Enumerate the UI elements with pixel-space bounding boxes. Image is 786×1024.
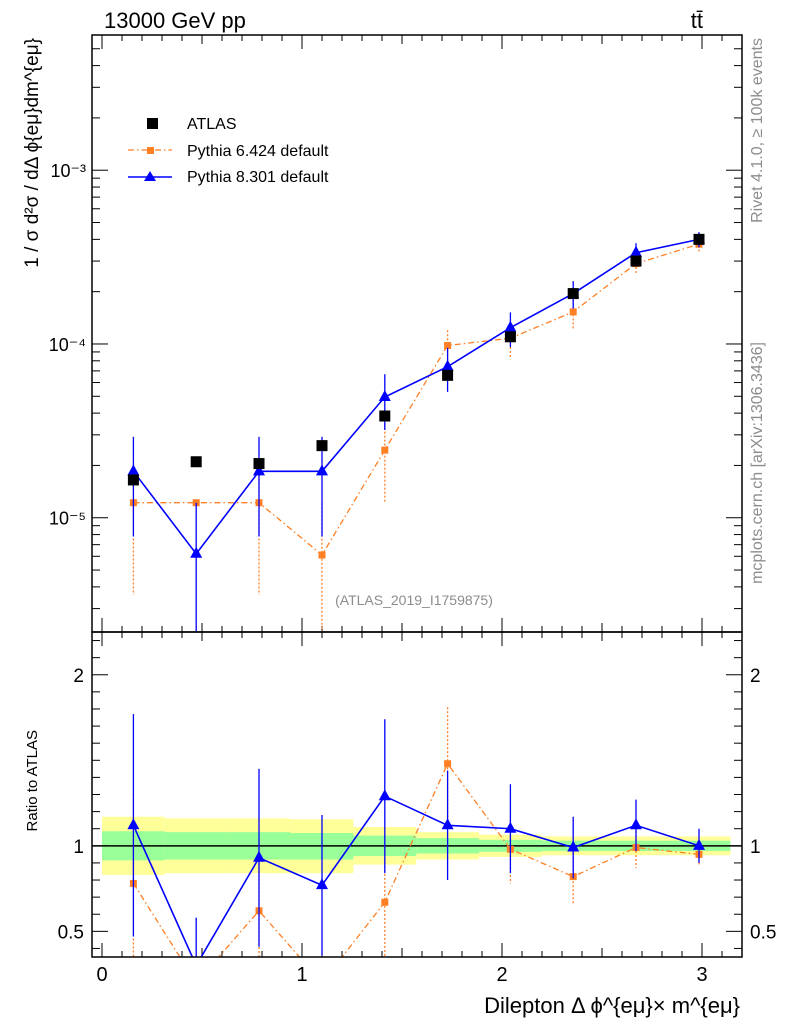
- legend-pythia6-label: Pythia 6.424 default: [187, 143, 329, 160]
- ratio-frame: [91, 631, 743, 958]
- data-point: [569, 308, 577, 316]
- data-point: [253, 464, 265, 476]
- main-y-tick-label: 10⁻⁵: [49, 509, 86, 529]
- ratio-data: [127, 707, 705, 986]
- ratio-xlabel: Dilepton Δ ϕ^{eμ}× m^{eμ}: [484, 993, 740, 1018]
- data-point: [567, 288, 579, 300]
- legend-atlas-marker: [147, 118, 158, 129]
- x-tick-label: 2: [496, 964, 507, 986]
- x-tick-label: 0: [96, 964, 107, 986]
- data-point: [630, 245, 642, 257]
- ratio-series-line-0: [132, 762, 700, 957]
- legend-pythia8-marker: [144, 171, 156, 181]
- ratio-data-point: [630, 818, 642, 830]
- data-point: [127, 464, 140, 476]
- data-point: [316, 440, 328, 452]
- ratio-y-tick-label-right: 1: [750, 837, 761, 858]
- ratio-y-tick-label: 0.5: [58, 922, 84, 943]
- series-line-1: [133, 243, 700, 556]
- data-point: [441, 359, 454, 371]
- data-point: [316, 464, 328, 476]
- main-y-tick-label: 10⁻³: [50, 161, 86, 181]
- data-point: [190, 456, 202, 468]
- ratio-data-point: [504, 821, 517, 833]
- data-point: [442, 369, 454, 381]
- ratio-data-point: [378, 789, 391, 801]
- data-point: [504, 320, 517, 332]
- ratio-data-point: [319, 979, 326, 986]
- ratio-y-tick-label-right: 0.5: [750, 922, 776, 943]
- x-tick-label: 3: [696, 964, 707, 986]
- ratio-data-point: [381, 898, 389, 906]
- x-tick-label: 1: [296, 964, 307, 986]
- analysis-annotation: (ATLAS_2019_I1759875): [335, 592, 493, 608]
- data-point: [444, 342, 452, 350]
- main-data: [127, 232, 705, 632]
- mcplots-label: mcplots.cern.ch [arXiv:1306.3436]: [749, 342, 766, 584]
- data-point: [379, 410, 391, 422]
- ratio-series-line-1: [132, 795, 700, 957]
- legend-pythia8-label: Pythia 8.301 default: [187, 169, 329, 186]
- ratio-data-point: [190, 959, 202, 970]
- ratio-ylabel: Ratio to ATLAS: [24, 730, 41, 831]
- data-point: [378, 390, 391, 402]
- data-point: [127, 474, 139, 486]
- legend-atlas-label: ATLAS: [187, 116, 237, 133]
- legend-pythia6-marker: [147, 147, 154, 154]
- data-point: [693, 233, 705, 245]
- ratio-data-point: [253, 850, 265, 862]
- ratio-data-point: [567, 840, 580, 852]
- legend: ATLAS Pythia 6.424 default Pythia 8.301 …: [128, 116, 329, 186]
- ratio-data-point: [316, 878, 328, 890]
- data-point: [504, 331, 516, 343]
- data-point: [253, 458, 265, 470]
- data-point: [190, 546, 203, 558]
- ratio-panel: 0.5 0.5 1 1 2 2 0 1 2 3: [58, 631, 776, 986]
- ratio-y-tick-label-right: 2: [750, 666, 761, 687]
- ratio-data-point: [127, 818, 140, 830]
- data-point: [630, 255, 642, 267]
- data-point: [318, 551, 326, 559]
- ratio-data-point: [441, 818, 454, 830]
- header-right: tt̄: [691, 8, 703, 33]
- ratio-data-point: [193, 979, 200, 986]
- ratio-y-tick-label: 1: [73, 837, 84, 858]
- main-y-tick-label: 10⁻⁴: [49, 335, 86, 355]
- header-left: 13000 GeV pp: [104, 8, 246, 33]
- ratio-y-tick-label: 2: [73, 666, 84, 687]
- main-ylabel: 1 / σ d²σ / dΔ ϕ{eμ}dm^{eμ}: [22, 38, 43, 268]
- ratio-data-point: [444, 760, 452, 768]
- rivet-label: Rivet 4.1.0, ≥ 100k events: [749, 38, 766, 223]
- ratio-data-point: [693, 838, 705, 850]
- main-panel: 10⁻⁵ 10⁻⁴ 10⁻³: [49, 34, 743, 633]
- series-line-2: [132, 238, 700, 556]
- data-point: [381, 446, 389, 454]
